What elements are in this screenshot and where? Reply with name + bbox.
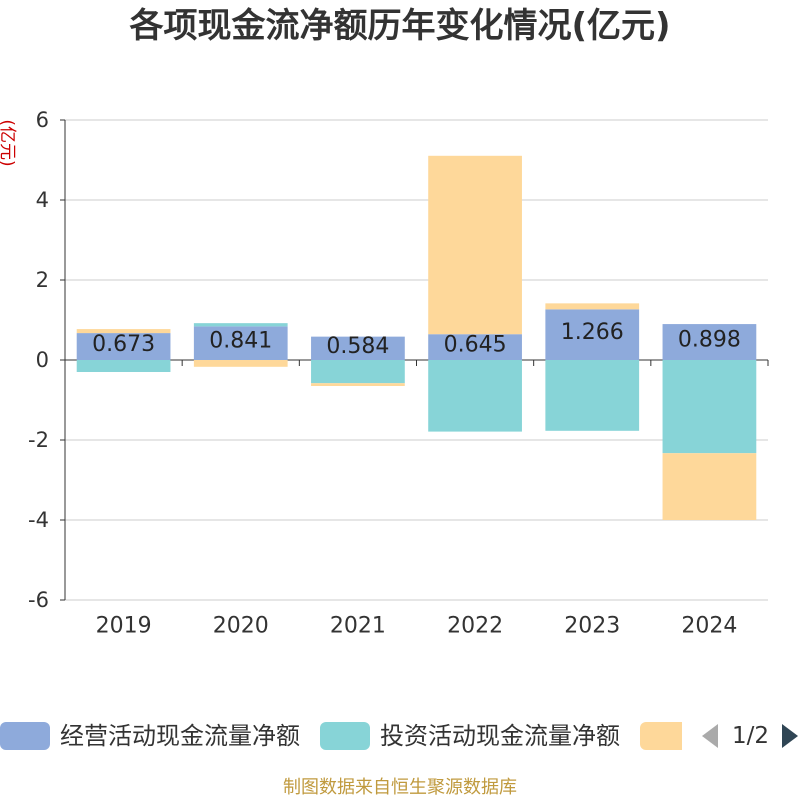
x-tick-label: 2024 — [681, 614, 737, 639]
data-labels: 0.673 0.841 0.584 0.645 1.266 0.898 — [92, 320, 741, 359]
legend-swatch — [320, 722, 370, 750]
bar-series2-2021 — [311, 360, 405, 384]
bar-series2-2019 — [76, 360, 171, 372]
legend-prev-page-icon[interactable] — [702, 724, 718, 748]
y-tick-label: -2 — [28, 428, 49, 452]
legend-item-series2[interactable]: 投资活动现金流量净额 — [320, 721, 620, 751]
bar-series3-2021 — [311, 383, 405, 386]
data-label-series1-2021: 0.584 — [326, 334, 389, 359]
legend-page-indicator: 1/2 — [732, 723, 770, 749]
y-tick-label: -4 — [28, 508, 49, 532]
data-label-series1-2024: 0.898 — [678, 328, 741, 353]
y-tick-label: 4 — [36, 188, 49, 212]
x-tick-label: 2023 — [564, 614, 620, 639]
chart-title: 各项现金流净额历年变化情况(亿元) — [129, 6, 671, 46]
legend: 经营活动现金流量净额 投资活动现金流量净额 1/2 — [0, 721, 800, 751]
legend-item-series1[interactable]: 经营活动现金流量净额 — [0, 721, 300, 751]
x-tick-label: 2021 — [330, 614, 386, 639]
legend-item-series3[interactable] — [640, 721, 682, 751]
y-tick-label: 6 — [36, 108, 49, 132]
legend-swatch — [0, 722, 50, 750]
data-label-series1-2020: 0.841 — [209, 329, 272, 354]
bar-series2-2024 — [662, 360, 757, 454]
y-tick-label: -6 — [28, 588, 49, 612]
gridlines — [65, 119, 768, 601]
chart-plot: 0.673 0.841 0.584 0.645 1.266 0.898 -6 -4 -2 0 2 4… — [0, 108, 769, 639]
y-axis-title: (亿元) — [0, 119, 17, 166]
legend-items: 经营活动现金流量净额 投资活动现金流量净额 — [0, 721, 682, 751]
data-label-series1-2019: 0.673 — [92, 332, 155, 357]
bar-series1-2023 — [545, 309, 640, 360]
y-tick-label: 2 — [36, 268, 49, 292]
legend-next-page-icon[interactable] — [782, 724, 798, 748]
legend-label: 投资活动现金流量净额 — [380, 722, 620, 750]
bar-series3-2023 — [545, 303, 640, 310]
source-note: 制图数据来自恒生聚源数据库 — [283, 777, 517, 798]
legend-label: 经营活动现金流量净额 — [60, 722, 300, 750]
bar-series1-2021 — [311, 336, 405, 360]
tick-labels: -6 -4 -2 0 2 4 6 2019 2020 2021 2022 2023 2024 — [28, 108, 737, 639]
legend-swatch — [640, 722, 682, 750]
bar-series1-2024 — [662, 324, 757, 360]
axes — [60, 119, 769, 601]
bar-series3-2024 — [662, 453, 757, 520]
bar-series3-2022 — [428, 155, 522, 335]
bar-series1-2022 — [428, 334, 522, 360]
data-label-series1-2023: 1.266 — [561, 320, 624, 345]
bar-series1-2020 — [193, 326, 288, 360]
x-tick-label: 2022 — [447, 614, 503, 639]
bar-series3-2020 — [193, 360, 288, 367]
y-tick-label: 0 — [36, 348, 49, 372]
bar-series2-2022 — [428, 360, 522, 432]
x-tick-label: 2019 — [96, 614, 152, 639]
data-label-series1-2022: 0.645 — [444, 333, 507, 358]
bar-series3-2019 — [76, 329, 171, 334]
bars — [76, 155, 757, 520]
bar-series1-2019 — [76, 333, 171, 360]
bar-series2-2020 — [193, 323, 288, 327]
x-tick-label: 2020 — [213, 614, 269, 639]
bar-series2-2023 — [545, 360, 640, 431]
